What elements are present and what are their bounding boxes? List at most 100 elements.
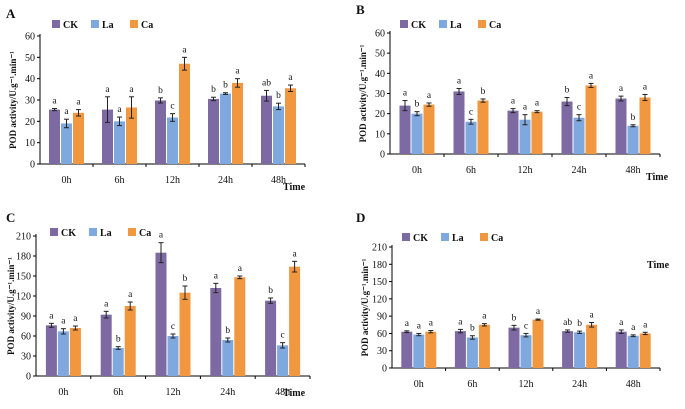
legend-swatch-ca (480, 233, 488, 241)
bar-la-6h (114, 121, 125, 164)
legend-swatch-la (91, 20, 99, 28)
significance-letter: a (292, 249, 297, 259)
bar-ck-24h (562, 331, 574, 368)
bar-ca-24h (586, 324, 598, 368)
bar-ck-12h (508, 327, 520, 368)
legend-label-ca: Ca (139, 228, 151, 239)
legend: CK La Ca (52, 20, 153, 31)
x-axis-label: Time (647, 260, 670, 271)
significance-letter: b (158, 86, 163, 96)
x-tick-label: 0h (58, 387, 68, 398)
significance-letter: a (643, 83, 648, 93)
legend-swatch-ck (52, 20, 60, 28)
y-tick-label: 210 (372, 243, 387, 254)
legend: CK La Ca (402, 233, 503, 244)
bar-ck-24h (561, 101, 573, 154)
legend-label-ck: CK (411, 20, 426, 31)
y-tick-label: 210 (16, 232, 31, 243)
significance-letter: a (288, 73, 293, 83)
bar-ca-48h (285, 88, 296, 164)
y-tick-label: 10 (25, 138, 35, 149)
legend-label-ck: CK (61, 228, 76, 239)
significance-letter: a (511, 97, 516, 107)
bar-la-0h (61, 123, 72, 164)
significance-letter: b (116, 335, 121, 345)
legend-label-ck: CK (63, 20, 78, 31)
x-tick-label: 24h (572, 379, 587, 390)
significance-letter: a (129, 85, 134, 95)
significance-letter: a (482, 312, 487, 322)
significance-letter: b (268, 286, 273, 296)
legend-label-la: La (450, 20, 462, 31)
bar-ck-48h (615, 331, 627, 368)
panel-label: C (6, 210, 15, 225)
bar-ck-0h (401, 331, 413, 368)
significance-letter: a (429, 319, 434, 329)
significance-letter: a (536, 307, 541, 317)
x-tick-label: 48h (626, 379, 641, 390)
significance-letter: b (276, 91, 281, 101)
y-tick-label: 30 (21, 352, 31, 363)
bar-ca-12h (179, 292, 191, 376)
bar-la-24h (220, 93, 231, 164)
y-tick-label: 40 (25, 74, 35, 85)
bar-ca-48h (639, 333, 651, 368)
bar-la-48h (277, 345, 289, 376)
significance-letter: c (170, 102, 174, 112)
bar-ck-6h (102, 109, 113, 164)
x-tick-label: 6h (466, 165, 476, 176)
y-tick-label: 180 (372, 260, 387, 271)
bar-la-24h (222, 340, 234, 376)
bar-ck-12h (155, 252, 167, 376)
y-tick-label: 0 (380, 150, 385, 161)
significance-letter: b (415, 100, 420, 110)
significance-letter: a (457, 76, 462, 86)
significance-letter: a (52, 97, 57, 107)
x-tick-label: 0h (62, 175, 72, 186)
significance-letter: a (643, 320, 648, 330)
x-axis-label: Time (283, 388, 306, 399)
legend-swatch-ca (130, 20, 138, 28)
bar-ck-0h (49, 109, 60, 164)
x-tick-label: 24h (218, 175, 233, 186)
significance-letter: a (214, 271, 219, 281)
bar-ck-24h (210, 288, 222, 376)
legend-swatch-ck (50, 228, 58, 236)
bar-ck-48h (261, 95, 272, 164)
significance-letter: a (523, 103, 528, 113)
significance-letter: a (405, 319, 410, 329)
bar-ca-24h (232, 82, 243, 164)
x-tick-label: 6h (113, 387, 123, 398)
significance-letter: ab (262, 78, 271, 88)
legend-label-la: La (100, 228, 112, 239)
significance-letter: a (49, 311, 54, 321)
y-tick-label: 150 (372, 277, 387, 288)
bar-ca-12h (531, 111, 543, 154)
significance-letter: a (427, 91, 432, 101)
significance-letter: a (238, 264, 243, 274)
panel-label: A (6, 6, 16, 21)
significance-letter: c (524, 321, 528, 331)
legend-swatch-la (89, 228, 97, 236)
significance-letter: b (577, 319, 582, 329)
panel-label: B (356, 2, 365, 17)
significance-letter: c (280, 331, 284, 341)
legend: CK La Ca (50, 228, 151, 239)
legend-label-la: La (102, 20, 114, 31)
significance-letter: b (211, 85, 216, 95)
y-tick-label: 90 (377, 312, 387, 323)
bar-ck-48h (615, 98, 627, 154)
bar-ca-0h (73, 112, 84, 164)
significance-letter: c (577, 103, 581, 113)
bar-la-12h (167, 336, 179, 376)
significance-letter: a (458, 317, 463, 327)
bar-ck-0h (45, 325, 57, 376)
significance-letter: b (183, 274, 188, 284)
bar-ca-6h (477, 100, 489, 154)
legend-swatch-ck (400, 20, 408, 28)
bar-la-12h (167, 117, 178, 164)
bar-la-48h (627, 125, 639, 154)
bar-la-0h (413, 334, 425, 368)
